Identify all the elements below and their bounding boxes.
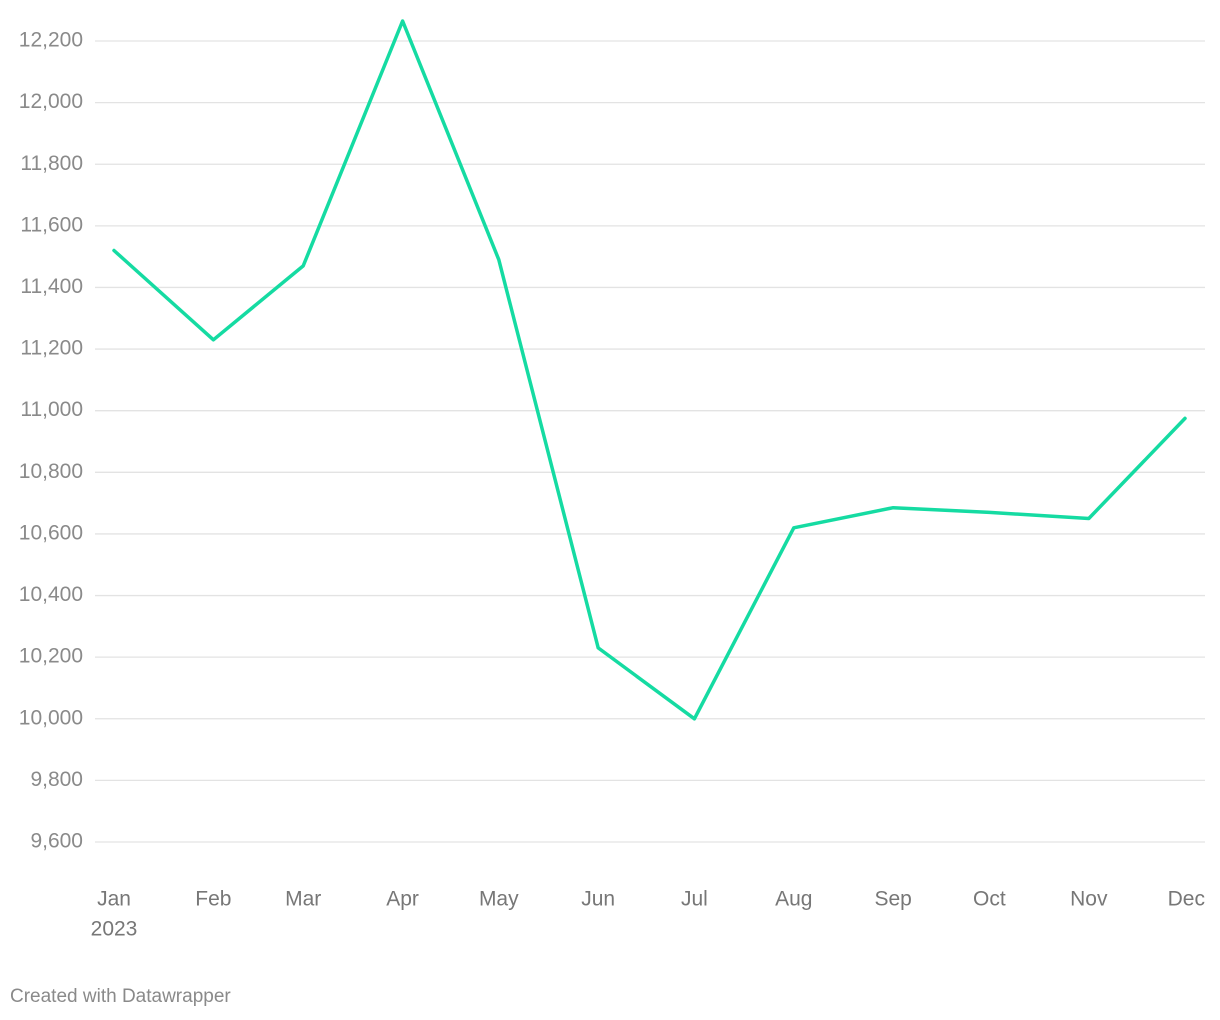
x-tick-label: Sep: [875, 888, 912, 911]
y-tick-label: 10,200: [19, 645, 83, 668]
x-tick-label: Jan: [97, 888, 131, 911]
y-tick-label: 10,800: [19, 460, 83, 483]
x-tick-label: Nov: [1070, 888, 1108, 911]
y-tick-label: 11,400: [20, 275, 83, 298]
x-tick-label: Oct: [973, 888, 1006, 911]
y-tick-label: 12,000: [19, 90, 83, 113]
y-tick-label: 10,000: [19, 706, 83, 729]
x-tick-label: Mar: [285, 888, 321, 911]
x-tick-label: Dec: [1168, 888, 1205, 911]
y-tick-label: 10,400: [19, 583, 83, 606]
y-tick-label: 11,200: [20, 337, 83, 360]
y-tick-label: 9,600: [30, 830, 83, 853]
x-tick-label: Jul: [681, 888, 708, 911]
footer: Created with Datawrapper: [10, 986, 231, 1007]
x-tick-label: Jun: [581, 888, 615, 911]
y-tick-label: 11,000: [20, 398, 83, 421]
y-tick-label: 10,600: [19, 521, 83, 544]
x-tick-label: May: [479, 888, 519, 911]
x-tick-label: Feb: [195, 888, 231, 911]
line: [112, 19, 1187, 721]
x-year-label: 2023: [91, 918, 138, 941]
y-tick-label: 12,200: [19, 29, 83, 52]
x-tick-label: Aug: [775, 888, 812, 911]
y-tick-label: 11,800: [20, 152, 83, 175]
y-tick-label: 9,800: [30, 768, 83, 791]
y-tick-label: 11,600: [20, 213, 83, 236]
x-tick-label: Apr: [386, 888, 419, 911]
